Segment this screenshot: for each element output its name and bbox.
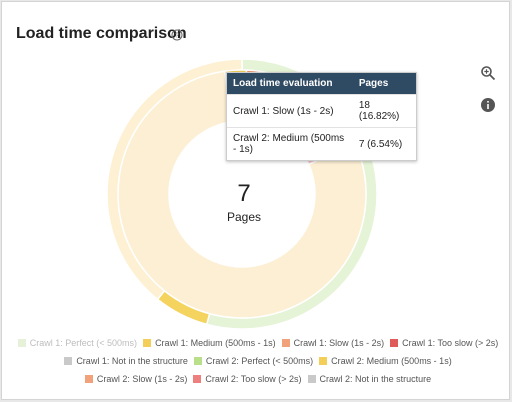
legend-item[interactable]: Crawl 2: Too slow (> 2s) bbox=[193, 374, 302, 384]
legend-label: Crawl 1: Too slow (> 2s) bbox=[402, 338, 499, 348]
legend-item[interactable]: Crawl 1: Too slow (> 2s) bbox=[390, 338, 498, 348]
svg-text:?: ? bbox=[175, 31, 179, 40]
legend-swatch bbox=[17, 339, 26, 347]
legend-row: Crawl 1: Perfect (< 500ms) Crawl 1: Medi… bbox=[16, 338, 500, 348]
legend-label: Crawl 2: Medium (500ms - 1s) bbox=[331, 356, 452, 366]
chart-title: Load time comparison bbox=[16, 25, 187, 42]
legend-swatch bbox=[319, 357, 328, 365]
tooltip-row: Crawl 1: Slow (1s - 2s) 18 (16.82%) bbox=[227, 94, 416, 128]
legend-label: Crawl 2: Slow (1s - 2s) bbox=[96, 374, 188, 384]
legend-label: Crawl 2: Not in the structure bbox=[319, 374, 432, 384]
legend-row: Crawl 2: Slow (1s - 2s) Crawl 2: Too slo… bbox=[16, 374, 500, 384]
chart-tooltip: Load time evaluation Pages Crawl 1: Slow… bbox=[226, 72, 417, 161]
legend-label: Crawl 2: Perfect (< 500ms) bbox=[205, 356, 314, 366]
legend-item[interactable]: Crawl 1: Medium (500ms - 1s) bbox=[143, 338, 276, 348]
legend-swatch bbox=[193, 357, 202, 365]
zoom-in-icon[interactable] bbox=[480, 65, 496, 81]
tooltip-header-evaluation: Load time evaluation bbox=[227, 73, 353, 95]
legend-label: Crawl 1: Medium (500ms - 1s) bbox=[155, 338, 276, 348]
center-label: Pages bbox=[226, 210, 262, 224]
legend-label: Crawl 1: Slow (1s - 2s) bbox=[293, 338, 385, 348]
tooltip-row-label: Crawl 1: Slow (1s - 2s) bbox=[227, 94, 353, 128]
legend-item[interactable]: Crawl 2: Medium (500ms - 1s) bbox=[319, 356, 452, 366]
legend-swatch bbox=[307, 375, 316, 383]
legend-label: Crawl 2: Too slow (> 2s) bbox=[205, 374, 302, 384]
legend-swatch bbox=[64, 357, 73, 365]
legend-swatch bbox=[143, 339, 152, 347]
legend-item[interactable]: Crawl 2: Perfect (< 500ms) bbox=[193, 356, 314, 366]
help-circle-icon[interactable]: ? bbox=[171, 29, 183, 41]
donut-slice[interactable] bbox=[117, 70, 367, 319]
donut-chart bbox=[106, 58, 378, 330]
legend-swatch bbox=[84, 375, 93, 383]
legend-item[interactable]: Crawl 1: Perfect (< 500ms) bbox=[17, 338, 138, 348]
center-value: 7 bbox=[237, 180, 251, 207]
tooltip-row-value: 18 (16.82%) bbox=[352, 94, 416, 128]
info-icon[interactable] bbox=[480, 97, 496, 113]
legend-item[interactable]: Crawl 1: Not in the structure bbox=[64, 356, 188, 366]
legend-swatch bbox=[193, 375, 202, 383]
legend-swatch bbox=[390, 339, 399, 347]
tooltip-row-value: 7 (6.54%) bbox=[352, 127, 416, 160]
legend-item[interactable]: Crawl 2: Slow (1s - 2s) bbox=[84, 374, 188, 384]
legend-item[interactable]: Crawl 1: Slow (1s - 2s) bbox=[281, 338, 385, 348]
chart-legend: Crawl 1: Perfect (< 500ms) Crawl 1: Medi… bbox=[16, 338, 500, 392]
tooltip-header-pages: Pages bbox=[352, 73, 416, 95]
legend-label: Crawl 1: Perfect (< 500ms) bbox=[29, 338, 138, 348]
legend-swatch bbox=[281, 339, 290, 347]
tooltip-row-label: Crawl 2: Medium (500ms - 1s) bbox=[227, 127, 353, 160]
legend-label: Crawl 1: Not in the structure bbox=[76, 356, 188, 366]
legend-item[interactable]: Crawl 2: Not in the structure bbox=[307, 374, 432, 384]
legend-row: Crawl 1: Not in the structure Crawl 2: P… bbox=[16, 356, 500, 366]
tooltip-row: Crawl 2: Medium (500ms - 1s) 7 (6.54%) bbox=[227, 127, 416, 160]
